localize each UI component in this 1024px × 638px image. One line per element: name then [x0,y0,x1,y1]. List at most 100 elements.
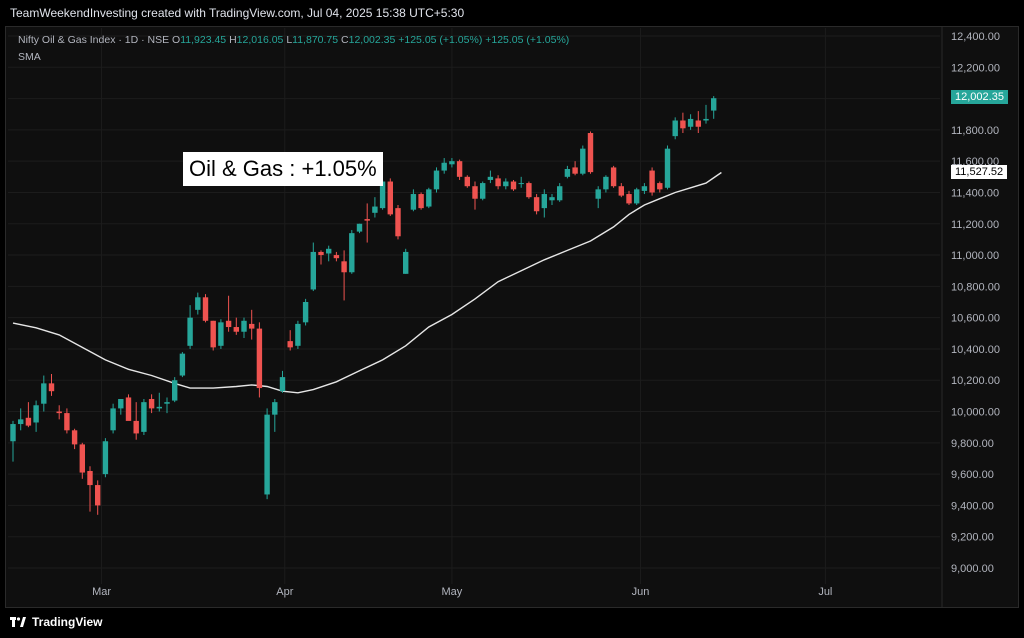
candle[interactable] [626,190,632,205]
candle[interactable] [634,187,640,205]
candle[interactable] [603,175,609,193]
candle[interactable] [680,112,686,134]
candle[interactable] [395,204,401,240]
candle[interactable] [264,408,270,500]
candle[interactable] [64,408,70,434]
candle[interactable] [618,183,624,198]
candle[interactable] [341,250,347,301]
y-tick-label: 11,200.00 [951,219,999,231]
candle[interactable] [364,203,370,243]
candle[interactable] [87,466,93,512]
candle[interactable] [580,145,586,176]
candle[interactable] [664,145,671,190]
candle[interactable] [33,400,39,432]
candle[interactable] [110,403,116,434]
candle-body [518,183,524,185]
candle[interactable] [164,397,170,414]
candle[interactable] [156,392,162,412]
candle[interactable] [310,242,316,292]
candle[interactable] [187,305,193,349]
sma-price-label: 11,527.52 [951,164,1008,179]
candle[interactable] [549,194,555,205]
candle[interactable] [672,117,678,140]
candle[interactable] [472,181,478,210]
candle[interactable] [302,298,309,326]
candle[interactable] [595,186,601,209]
candle[interactable] [95,480,101,515]
candle[interactable] [256,322,263,398]
candle[interactable] [695,111,701,134]
candle[interactable] [25,402,32,428]
candle[interactable] [649,167,655,196]
candle[interactable] [10,420,16,462]
candle[interactable] [541,189,547,218]
candle[interactable] [418,192,424,210]
candle[interactable] [71,428,78,450]
candle[interactable] [225,295,232,332]
candle[interactable] [326,245,332,262]
candle[interactable] [41,375,47,412]
candle[interactable] [572,161,578,176]
candle[interactable] [657,181,663,193]
candle[interactable] [526,181,532,199]
candle[interactable] [687,114,694,130]
candle[interactable] [148,394,155,414]
candle[interactable] [118,399,124,415]
candle[interactable] [79,442,85,479]
candle[interactable] [464,175,470,188]
candle[interactable] [18,408,24,431]
candle[interactable] [333,251,340,262]
candle[interactable] [703,104,709,124]
candle[interactable] [410,189,417,212]
candle[interactable] [441,158,447,174]
candle[interactable] [133,402,139,440]
candle[interactable] [587,131,594,174]
candle[interactable] [533,194,540,215]
candle[interactable] [318,250,324,265]
candle[interactable] [510,179,517,191]
candle[interactable] [233,317,239,335]
candle[interactable] [711,96,717,119]
candle[interactable] [564,165,571,179]
candle[interactable] [272,399,278,432]
annotation-text-box[interactable]: Oil & Gas : +1.05% [183,152,383,186]
candle[interactable] [495,175,501,190]
chart-frame[interactable] [5,26,1019,608]
candle[interactable] [210,320,216,351]
candle[interactable] [449,158,455,168]
candle[interactable] [387,178,393,216]
candle[interactable] [356,223,363,234]
candle[interactable] [295,320,301,349]
candle[interactable] [241,317,247,338]
candle[interactable] [610,165,617,188]
candle[interactable] [249,309,255,340]
candle[interactable] [518,176,524,188]
candle[interactable] [195,292,201,315]
candle[interactable] [403,248,409,274]
sma-line[interactable] [12,171,722,394]
candle[interactable] [287,330,293,351]
candle[interactable] [102,438,109,478]
candle[interactable] [480,181,486,201]
candle[interactable] [179,352,186,378]
candle[interactable] [557,183,563,202]
candle[interactable] [503,178,509,190]
candle[interactable] [141,399,147,435]
candle[interactable] [48,373,55,396]
candle[interactable] [641,183,648,195]
candle[interactable] [279,370,286,393]
candle[interactable] [125,394,132,421]
candle[interactable] [487,170,494,184]
candle[interactable] [372,197,378,218]
tradingview-logo[interactable]: TradingView [10,615,102,629]
legend-open-value: 11,923.45 [180,34,227,46]
candle[interactable] [56,405,62,420]
candle[interactable] [426,187,432,209]
candle[interactable] [456,159,463,180]
candle[interactable] [218,319,224,349]
candle[interactable] [433,167,440,193]
candle[interactable] [349,230,355,274]
candle[interactable] [172,377,178,403]
candle[interactable] [202,294,209,323]
